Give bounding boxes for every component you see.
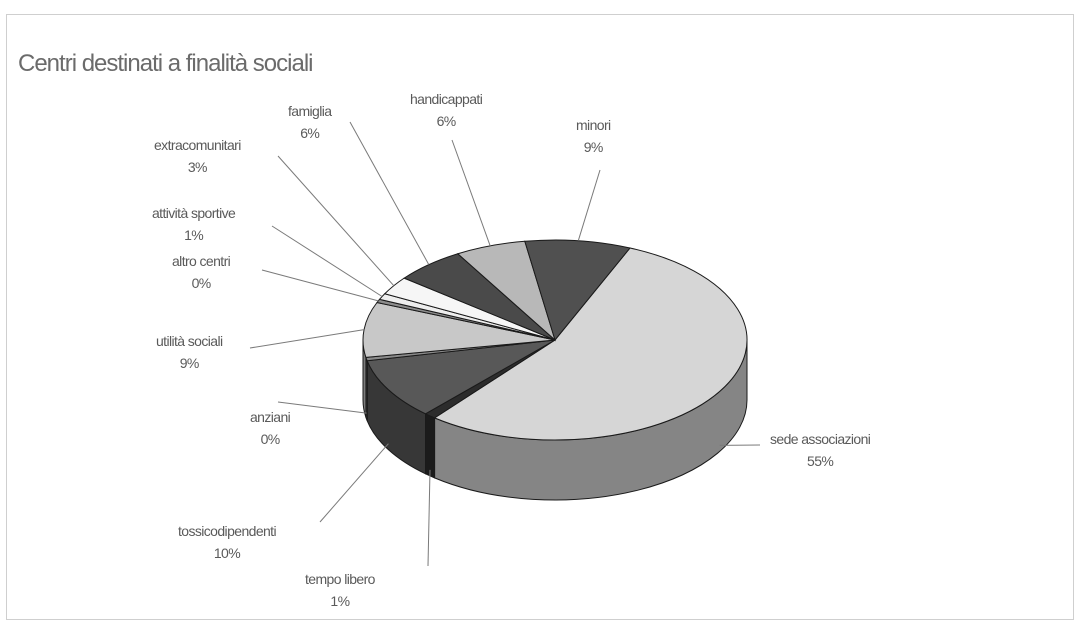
leader-line-3 (277, 401, 367, 414)
pie-side-1 (425, 413, 436, 479)
label-famiglia: famiglia 6% (288, 100, 332, 144)
leader-line-4 (249, 329, 365, 349)
label-attivita-sportive: attività sportive 1% (152, 202, 236, 246)
label-value: 6% (436, 113, 457, 129)
label-value: 55% (807, 453, 834, 469)
pie-slices (362, 239, 748, 441)
label-name: attività sportive (152, 205, 236, 221)
label-value: 9% (583, 139, 604, 155)
chart-title: Centri destinati a finalità sociali (18, 50, 313, 77)
label-name: handicappati (410, 91, 483, 107)
leader-line-6 (271, 225, 383, 297)
label-name: famiglia (288, 103, 332, 119)
label-value: 6% (300, 125, 320, 141)
label-value: 1% (330, 593, 350, 609)
label-name: tossicodipendenti (178, 523, 277, 539)
leader-line-2 (319, 443, 389, 523)
label-name: utilità sociali (156, 333, 223, 349)
pie-slice-tossicodipendenti (366, 339, 556, 415)
label-value: 10% (213, 545, 241, 561)
label-anziani: anziani 0% (250, 406, 291, 450)
label-name: minori (576, 117, 611, 133)
leader-line-10 (577, 169, 601, 241)
label-name: sede associazioni (770, 431, 871, 447)
leader-line-1 (427, 469, 431, 567)
pie-slice-sede-associazioni (433, 247, 748, 441)
leader-line-8 (349, 121, 430, 265)
leader-line-9 (451, 139, 491, 247)
label-sede-associazioni: sede associazioni 55% (770, 428, 871, 472)
label-name: tempo libero (305, 571, 375, 587)
label-value: 0% (191, 275, 212, 291)
label-value: 9% (179, 355, 200, 371)
label-altro-centri: altro centri 0% (172, 250, 231, 294)
label-value: 3% (187, 159, 208, 175)
chart-area (6, 14, 1074, 620)
pie-slice-minori (524, 239, 631, 342)
leader-line-5 (261, 269, 379, 302)
label-tempo-libero: tempo libero 1% (305, 568, 375, 612)
label-tossicodipendenti: tossicodipendenti 10% (178, 520, 277, 564)
label-value: 1% (184, 227, 204, 243)
label-name: altro centri (172, 253, 231, 269)
label-extracomunitari: extracomunitari 3% (154, 134, 241, 178)
label-utilita-sociali: utilità sociali 9% (156, 330, 223, 374)
label-name: anziani (250, 409, 291, 425)
label-handicappati: handicappati 6% (410, 88, 483, 132)
leader-line-7 (277, 155, 395, 287)
label-minori: minori 9% (576, 114, 611, 158)
leader-lines (249, 121, 761, 567)
label-name: extracomunitari (154, 137, 241, 153)
label-value: 0% (260, 431, 281, 447)
